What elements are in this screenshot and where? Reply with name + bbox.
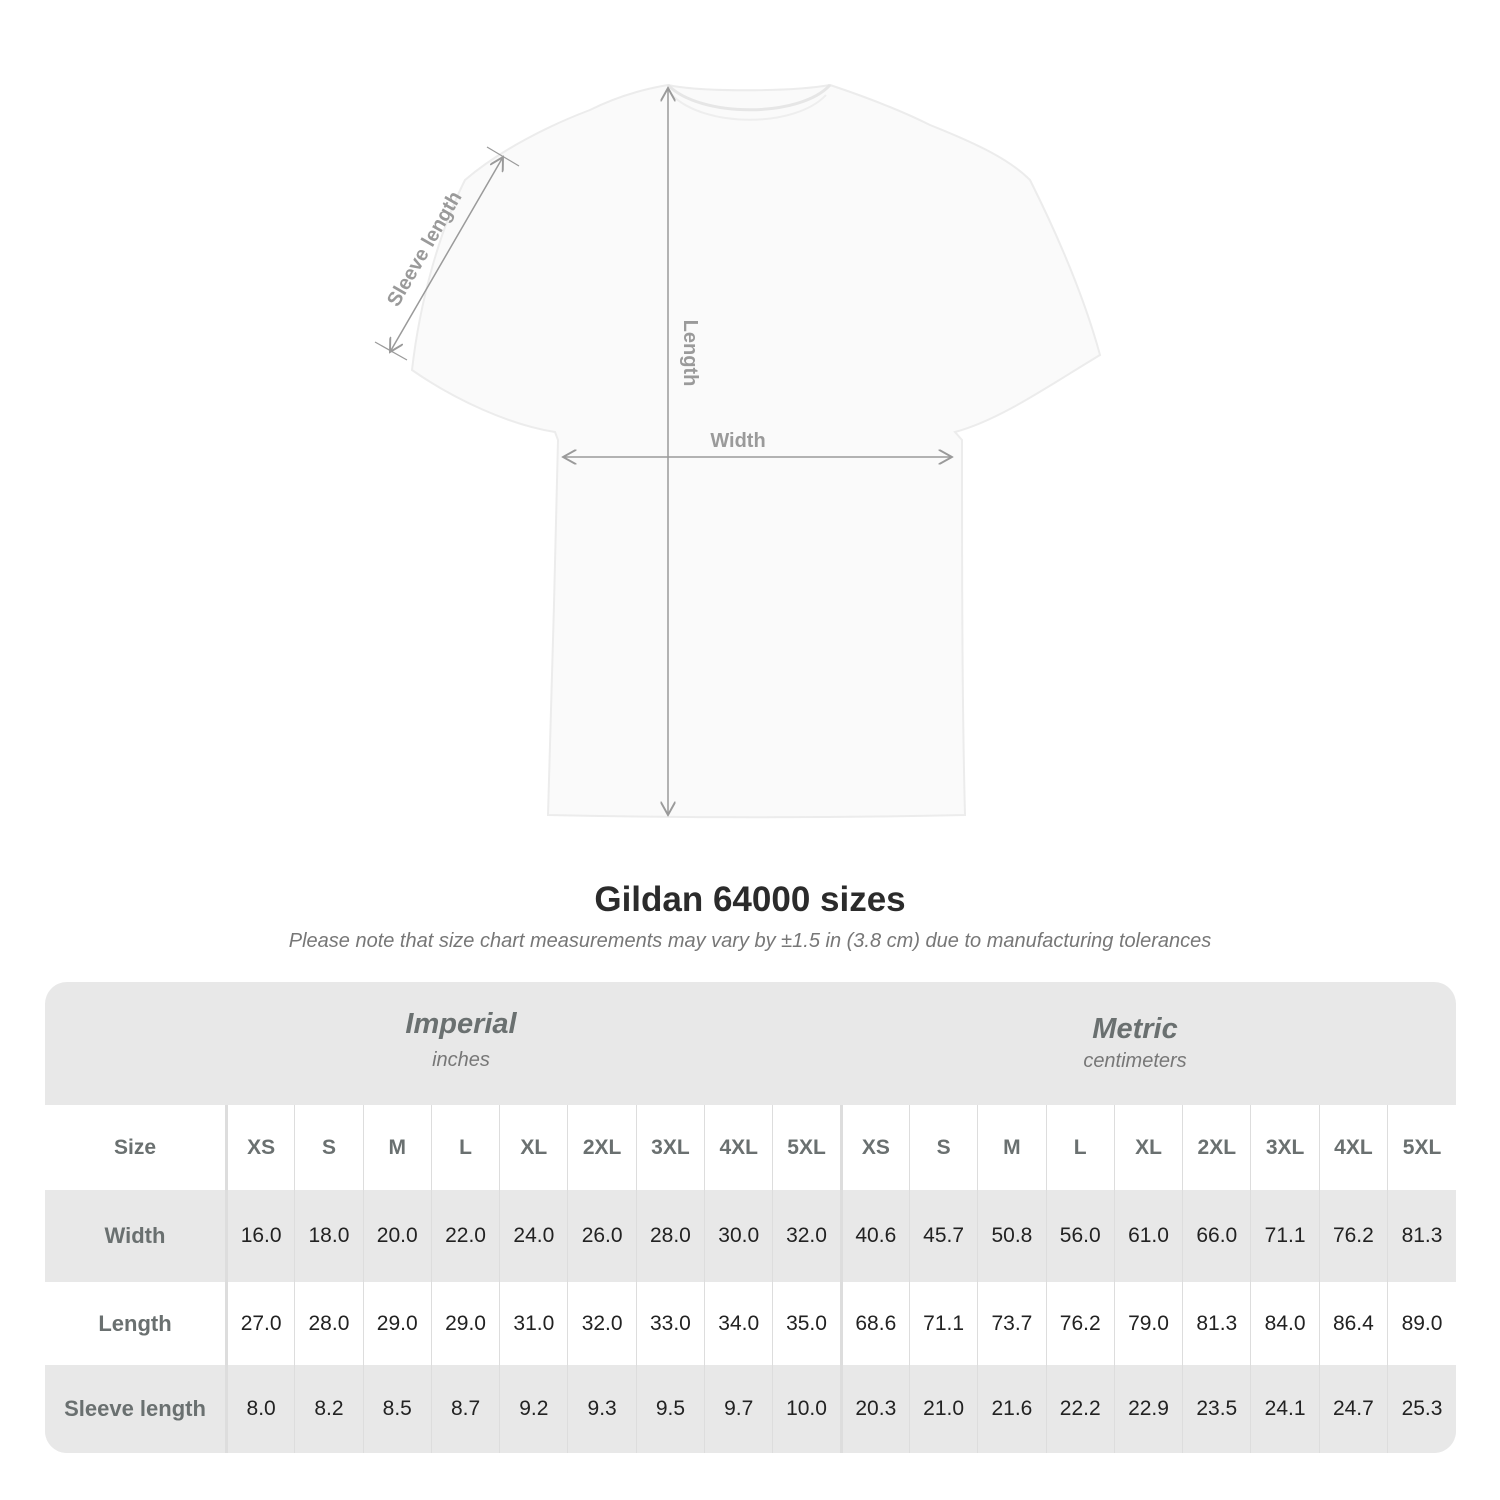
sleeve-arrow <box>390 157 503 352</box>
imperial-value: 9.3 <box>567 1365 637 1453</box>
metric-size-header: 2XL <box>1182 1105 1251 1190</box>
metric-value: 79.0 <box>1113 1282 1183 1365</box>
metric-size-header: 3XL <box>1250 1105 1320 1190</box>
metric-value: 25.3 <box>1387 1365 1456 1453</box>
imperial-size-header: S <box>294 1105 364 1190</box>
metric-size-header: 4XL <box>1318 1105 1388 1190</box>
row-label: Width <box>104 1223 166 1248</box>
imperial-value: 9.7 <box>704 1365 773 1453</box>
imperial-value: 27.0 <box>224 1282 295 1365</box>
row-label: Length <box>98 1310 172 1336</box>
imperial-value: 29.0 <box>430 1282 500 1365</box>
imperial-value: 30.0 <box>704 1190 773 1282</box>
table-row: Length 27.0 28.0 29.0 29.0 31.0 32.0 33.0 34.0 35… <box>45 1282 1456 1365</box>
imperial-title: Imperial <box>405 1008 517 1040</box>
metric-value: 86.4 <box>1318 1282 1388 1365</box>
metric-value: 22.9 <box>1113 1365 1183 1453</box>
imperial-value: 16.0 <box>224 1190 295 1282</box>
imperial-value: 9.5 <box>635 1365 705 1453</box>
metric-value: 84.0 <box>1250 1282 1320 1365</box>
metric-size-header: XS <box>839 1105 910 1190</box>
imperial-value: 32.0 <box>567 1282 637 1365</box>
imperial-value: 34.0 <box>704 1282 773 1365</box>
page-title: Gildan 64000 sizes <box>594 880 906 919</box>
metric-size-header: XL <box>1113 1105 1183 1190</box>
metric-value: 81.3 <box>1387 1190 1456 1282</box>
table-row: Width 16.0 18.0 20.0 22.0 24.0 26.0 28.0 30.0 32.… <box>45 1190 1456 1282</box>
imperial-size-header: 2XL <box>567 1105 637 1190</box>
metric-value: 50.8 <box>977 1190 1047 1282</box>
metric-value: 23.5 <box>1182 1365 1251 1453</box>
imperial-value: 31.0 <box>499 1282 568 1365</box>
imperial-value: 20.0 <box>362 1190 432 1282</box>
metric-value: 22.2 <box>1045 1365 1115 1453</box>
size-label: Size <box>113 1135 157 1159</box>
metric-value: 56.0 <box>1045 1190 1115 1282</box>
metric-value: 81.3 <box>1182 1282 1251 1365</box>
imperial-value: 26.0 <box>567 1190 637 1282</box>
metric-value: 71.1 <box>1250 1190 1320 1282</box>
imperial-size-header: XS <box>224 1105 295 1190</box>
width-label: Width <box>710 430 765 452</box>
metric-value: 24.1 <box>1250 1365 1320 1453</box>
metric-value: 24.7 <box>1318 1365 1388 1453</box>
imperial-value: 24.0 <box>499 1190 568 1282</box>
imperial-value: 28.0 <box>294 1282 364 1365</box>
metric-value: 89.0 <box>1387 1282 1456 1365</box>
metric-value: 21.0 <box>908 1365 978 1453</box>
length-label: Length <box>679 320 701 387</box>
imperial-size-header: L <box>430 1105 500 1190</box>
metric-title: Metric <box>1092 1013 1178 1045</box>
imperial-size-header: M <box>362 1105 432 1190</box>
imperial-value: 18.0 <box>294 1190 364 1282</box>
tshirt-diagram: Width Length Sleeve length <box>374 83 1102 819</box>
metric-value: 76.2 <box>1045 1282 1115 1365</box>
imperial-value: 29.0 <box>362 1282 432 1365</box>
imperial-value: 8.5 <box>362 1365 432 1453</box>
metric-value: 71.1 <box>908 1282 978 1365</box>
imperial-size-header: 4XL <box>704 1105 773 1190</box>
size-header-row: Size XS S M L XL 2XL 3XL 4XL 5XL XS S M L XL 2XL 3XL 4XL 5… <box>45 1105 1456 1190</box>
metric-value: 76.2 <box>1318 1190 1388 1282</box>
imperial-header: Imperial inches <box>261 982 661 1072</box>
imperial-value: 8.2 <box>294 1365 364 1453</box>
table-row: Sleeve length 8.0 8.2 8.5 8.7 9.2 9.3 9.5 9.7 10.… <box>45 1365 1456 1453</box>
imperial-value: 10.0 <box>772 1365 842 1453</box>
metric-value: 73.7 <box>977 1282 1047 1365</box>
metric-value: 66.0 <box>1182 1190 1251 1282</box>
imperial-size-header: 5XL <box>772 1105 842 1190</box>
size-chart: Imperial inches Metric centimeters Size X… <box>45 982 1456 1453</box>
metric-value: 20.3 <box>839 1365 910 1453</box>
metric-size-header: 5XL <box>1387 1105 1456 1190</box>
imperial-size-header: XL <box>499 1105 568 1190</box>
metric-value: 21.6 <box>977 1365 1047 1453</box>
metric-size-header: S <box>908 1105 978 1190</box>
metric-value: 40.6 <box>839 1190 910 1282</box>
imperial-value: 8.0 <box>224 1365 295 1453</box>
metric-size-header: L <box>1045 1105 1115 1190</box>
imperial-value: 32.0 <box>772 1190 842 1282</box>
imperial-value: 9.2 <box>499 1365 568 1453</box>
imperial-size-header: 3XL <box>635 1105 705 1190</box>
metric-header: Metric centimeters <box>935 982 1335 1073</box>
imperial-unit: inches <box>432 1049 490 1071</box>
metric-size-header: M <box>977 1105 1047 1190</box>
metric-value: 68.6 <box>839 1282 910 1365</box>
row-label: Sleeve length <box>64 1396 206 1421</box>
metric-value: 45.7 <box>908 1190 978 1282</box>
size-table: Size XS S M L XL 2XL 3XL 4XL 5XL XS S M L XL 2XL 3XL 4XL 5… <box>45 1105 1456 1453</box>
tolerance-note: Please note that size chart measurements… <box>288 930 1212 952</box>
imperial-value: 35.0 <box>772 1282 842 1365</box>
imperial-value: 22.0 <box>430 1190 500 1282</box>
imperial-value: 8.7 <box>430 1365 500 1453</box>
metric-unit: centimeters <box>1083 1050 1187 1072</box>
metric-value: 61.0 <box>1113 1190 1183 1282</box>
imperial-value: 33.0 <box>635 1282 705 1365</box>
imperial-value: 28.0 <box>635 1190 705 1282</box>
